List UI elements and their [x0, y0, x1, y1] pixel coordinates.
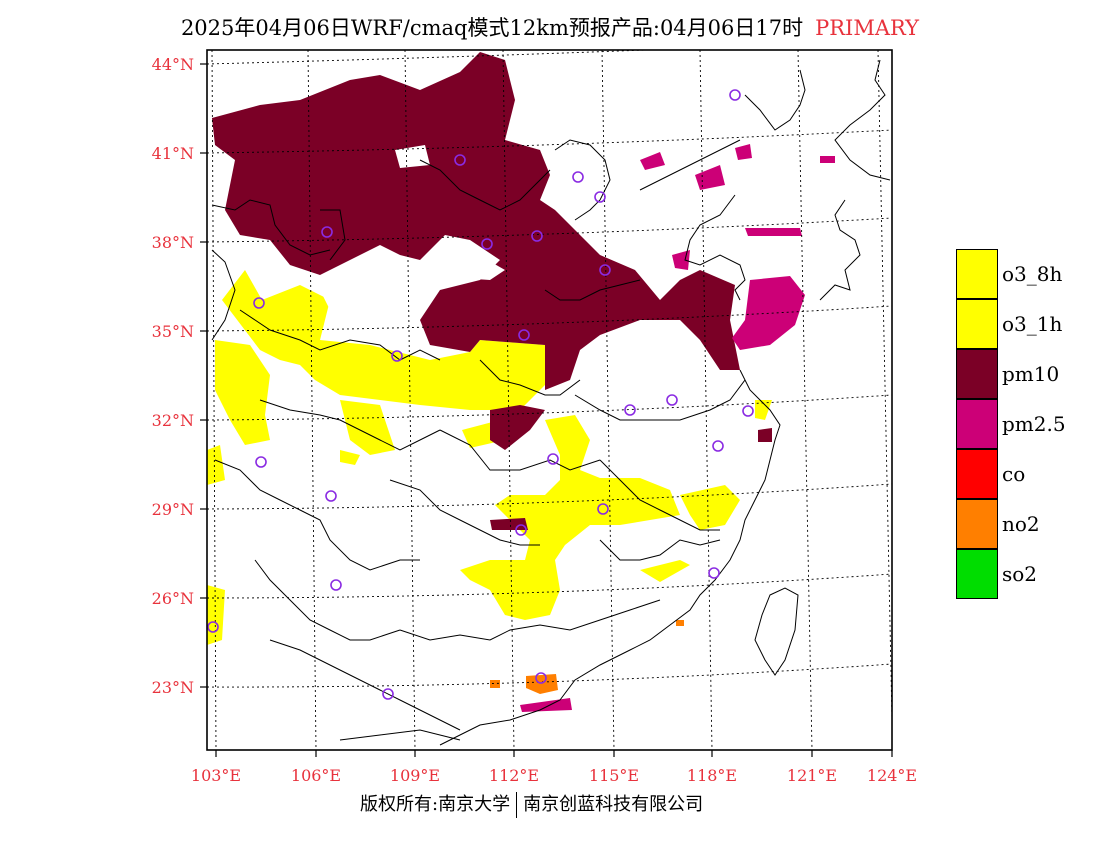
lon-label-106: 106°E	[290, 766, 342, 785]
legend-item-co: co	[956, 449, 1100, 499]
lat-label-29: 29°N	[151, 500, 194, 519]
no2-regions	[490, 620, 684, 694]
copyright-footer: 版权所有:南京大学 南京创蓝科技有限公司	[360, 790, 703, 818]
graticule	[207, 50, 892, 750]
legend-label: so2	[1002, 562, 1038, 586]
lon-label-124: 124°E	[866, 766, 918, 785]
pm10-regions	[212, 52, 772, 530]
legend-item-o3-8h: o3_8h	[956, 249, 1100, 299]
lon-label-103: 103°E	[190, 766, 242, 785]
title-text: 2025年04月06日WRF/cmaq模式12km预报产品:04月06日17时	[180, 16, 804, 40]
legend-label: pm10	[1002, 362, 1060, 386]
legend-item-so2: so2	[956, 549, 1100, 599]
lat-label-44: 44°N	[151, 55, 194, 74]
legend-label: co	[1002, 462, 1026, 486]
lon-label-121: 121°E	[786, 766, 838, 785]
pm10-gaps	[320, 145, 505, 310]
legend-swatch	[956, 249, 998, 299]
lat-label-35: 35°N	[151, 322, 194, 341]
axis-ticks	[200, 63, 893, 757]
legend-item-o3-1h: o3_1h	[956, 299, 1100, 349]
copyright-left: 版权所有:南京大学	[360, 794, 511, 815]
legend-label: pm2.5	[1002, 412, 1066, 436]
legend-swatch	[956, 549, 998, 599]
boundaries	[211, 59, 891, 746]
footer-separator	[516, 792, 518, 818]
lat-label-38: 38°N	[151, 233, 194, 252]
lat-label-26: 26°N	[151, 589, 194, 608]
o3-regions	[207, 270, 772, 645]
copyright-right: 南京创蓝科技有限公司	[523, 794, 704, 815]
legend-swatch	[956, 449, 998, 499]
title-tag: PRIMARY	[815, 16, 920, 40]
legend-swatch	[956, 499, 998, 549]
legend-item-pm25: pm2.5	[956, 399, 1100, 449]
lon-label-109: 109°E	[389, 766, 441, 785]
plot-frame	[206, 49, 893, 751]
lon-label-115: 115°E	[588, 766, 640, 785]
legend-swatch	[956, 299, 998, 349]
lat-label-23: 23°N	[151, 678, 194, 697]
legend-item-no2: no2	[956, 499, 1100, 549]
map-title: 2025年04月06日WRF/cmaq模式12km预报产品:04月06日17时 P…	[0, 12, 1100, 42]
legend-item-pm10: pm10	[956, 349, 1100, 399]
legend-label: no2	[1002, 512, 1040, 536]
legend-swatch	[956, 349, 998, 399]
lat-label-41: 41°N	[151, 144, 194, 163]
lon-label-112: 112°E	[488, 766, 540, 785]
legend-label: o3_8h	[1002, 262, 1063, 286]
lat-label-32: 32°N	[151, 411, 194, 430]
lon-label-118: 118°E	[686, 766, 738, 785]
legend-swatch	[956, 399, 998, 449]
monitoring-stations	[207, 89, 754, 700]
legend-label: o3_1h	[1002, 312, 1063, 336]
